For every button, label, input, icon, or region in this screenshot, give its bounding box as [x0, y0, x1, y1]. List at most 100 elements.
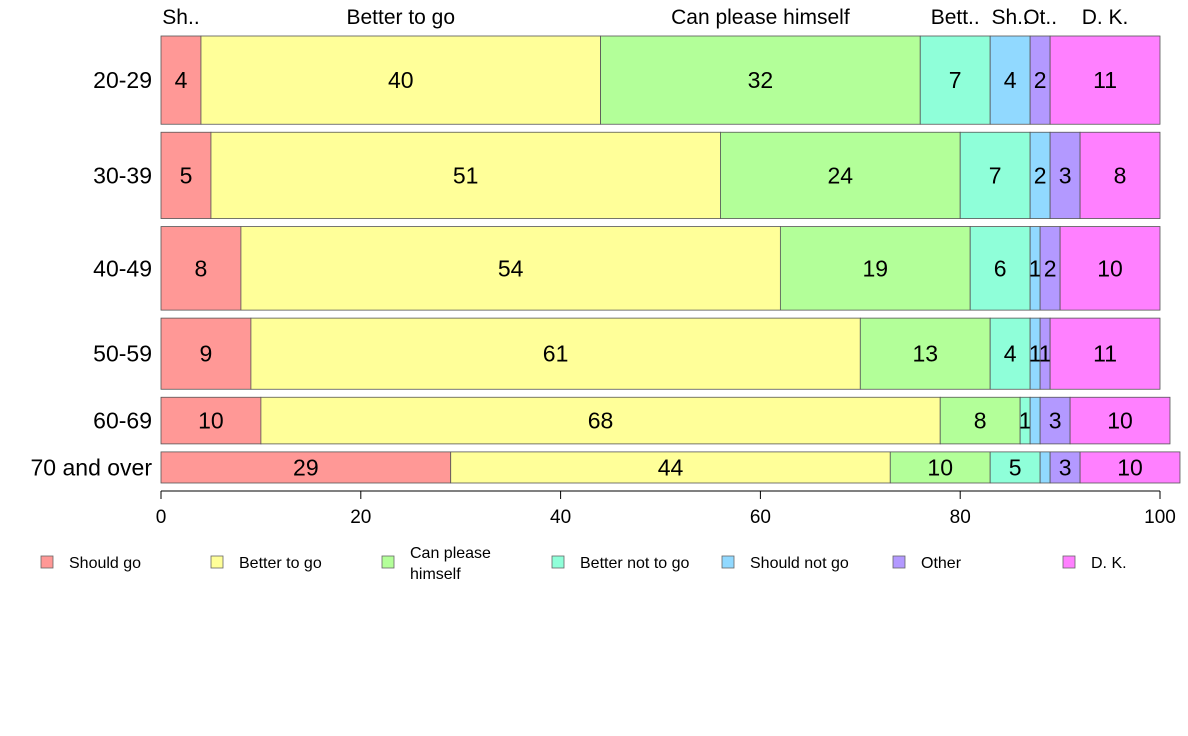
data-label: 51 — [453, 162, 479, 188]
data-label: 8 — [1114, 162, 1127, 188]
legend-swatch — [210, 555, 224, 569]
data-label: 10 — [1107, 408, 1133, 434]
bar-segment — [200, 35, 601, 125]
series-top-label: D. K. — [1082, 6, 1129, 29]
data-label: 13 — [912, 341, 938, 367]
bar-segment — [160, 317, 252, 390]
x-tick-label: 20 — [350, 507, 371, 528]
x-tick-label: 40 — [550, 507, 571, 528]
data-label: 8 — [974, 408, 987, 434]
data-label: 9 — [200, 341, 213, 367]
legend-swatch — [892, 555, 906, 569]
legend-label: Other — [921, 555, 962, 572]
series-top-label: Bett.. — [931, 6, 980, 29]
category-label: 60-69 — [93, 408, 152, 434]
bar-segment — [779, 226, 971, 311]
bar-segment — [989, 35, 1031, 125]
category-label: 20-29 — [93, 67, 152, 93]
legend-swatch — [721, 555, 735, 569]
data-label: 68 — [588, 408, 614, 434]
bar-segment — [250, 317, 861, 390]
data-label: 2 — [1034, 67, 1047, 93]
data-label: 8 — [195, 255, 208, 281]
x-tick-label: 0 — [156, 507, 167, 528]
bar-segment — [160, 396, 262, 445]
bar-segment — [1079, 131, 1161, 219]
bar-segment — [720, 131, 961, 219]
data-label: 61 — [543, 341, 569, 367]
data-label: 1 — [1029, 255, 1042, 281]
category-label: 50-59 — [93, 341, 152, 367]
bar-segment — [889, 451, 991, 484]
data-label: 2 — [1044, 255, 1057, 281]
category-label: 70 and over — [31, 454, 153, 480]
data-label: 4 — [1004, 67, 1017, 93]
legend-swatch — [381, 555, 395, 569]
data-label: 44 — [658, 454, 684, 480]
legend-swatch — [1062, 555, 1076, 569]
data-label: 19 — [862, 255, 888, 281]
bar-segment — [1049, 451, 1081, 484]
data-label: 10 — [1097, 255, 1123, 281]
bar-segment — [1049, 35, 1161, 125]
data-label: 4 — [175, 67, 188, 93]
legend: Should go Better to go Can please himself Be… — [40, 545, 1127, 583]
series-top-label: Ot.. — [1023, 6, 1057, 29]
legend-label: D. K. — [1091, 555, 1127, 572]
data-label: 1 — [1039, 341, 1052, 367]
data-label: 24 — [828, 162, 854, 188]
bar-segment — [1079, 451, 1181, 484]
legend-swatch — [551, 555, 565, 569]
legend-label: Should go — [69, 555, 141, 572]
category-labels: 20-29 30-39 40-49 50-59 60-69 70 and over — [31, 67, 153, 480]
bar-segment — [240, 226, 781, 311]
x-tick-label: 60 — [750, 507, 771, 528]
data-label: 10 — [198, 408, 224, 434]
series-top-label: Can please himself — [671, 6, 850, 29]
legend-label: himself — [410, 566, 461, 583]
bar-segment — [859, 317, 991, 390]
data-label: 2 — [1034, 162, 1047, 188]
legend-swatch — [40, 555, 54, 569]
bar-segment — [969, 226, 1031, 311]
data-label: 1 — [1019, 408, 1032, 434]
bar-segment — [989, 317, 1031, 390]
data-label: 11 — [1093, 341, 1117, 367]
bar-segment — [1029, 396, 1041, 445]
legend-label: Can please — [410, 545, 491, 562]
category-label: 30-39 — [93, 162, 152, 188]
bar-segment — [1039, 396, 1071, 445]
top-series-labels: Sh.. Better to go Can please himself Bett..… — [162, 6, 1128, 29]
legend-label: Better to go — [239, 555, 322, 572]
data-label: 3 — [1059, 162, 1072, 188]
data-label: 10 — [1117, 454, 1143, 480]
data-label: 11 — [1093, 67, 1117, 93]
bar-segment — [1059, 226, 1161, 311]
data-label: 32 — [748, 67, 774, 93]
data-label: 10 — [927, 454, 953, 480]
bar-segment — [160, 131, 212, 219]
data-label: 7 — [989, 162, 1002, 188]
data-label: 6 — [994, 255, 1007, 281]
bar-segment — [1049, 131, 1081, 219]
bar-segment — [260, 396, 941, 445]
data-label: 1 — [1029, 341, 1042, 367]
bar-segment — [1039, 451, 1051, 484]
data-label: 5 — [1009, 454, 1022, 480]
bar-segment — [210, 131, 721, 219]
data-label: 7 — [949, 67, 962, 93]
bar-segment — [939, 396, 1021, 445]
category-label: 40-49 — [93, 255, 152, 281]
bar-segment — [959, 131, 1031, 219]
legend-label: Should not go — [750, 555, 849, 572]
x-axis: 0 20 40 60 80 100 — [156, 490, 1176, 528]
data-label: 3 — [1049, 408, 1062, 434]
data-label: 5 — [180, 162, 193, 188]
data-label: 54 — [498, 255, 524, 281]
bar-segment — [1069, 396, 1171, 445]
data-label: 3 — [1059, 454, 1072, 480]
series-top-label: Better to go — [346, 6, 455, 29]
bar-segment — [160, 226, 242, 311]
legend-label: Better not to go — [580, 555, 690, 572]
series-top-label: Sh.. — [162, 6, 199, 29]
